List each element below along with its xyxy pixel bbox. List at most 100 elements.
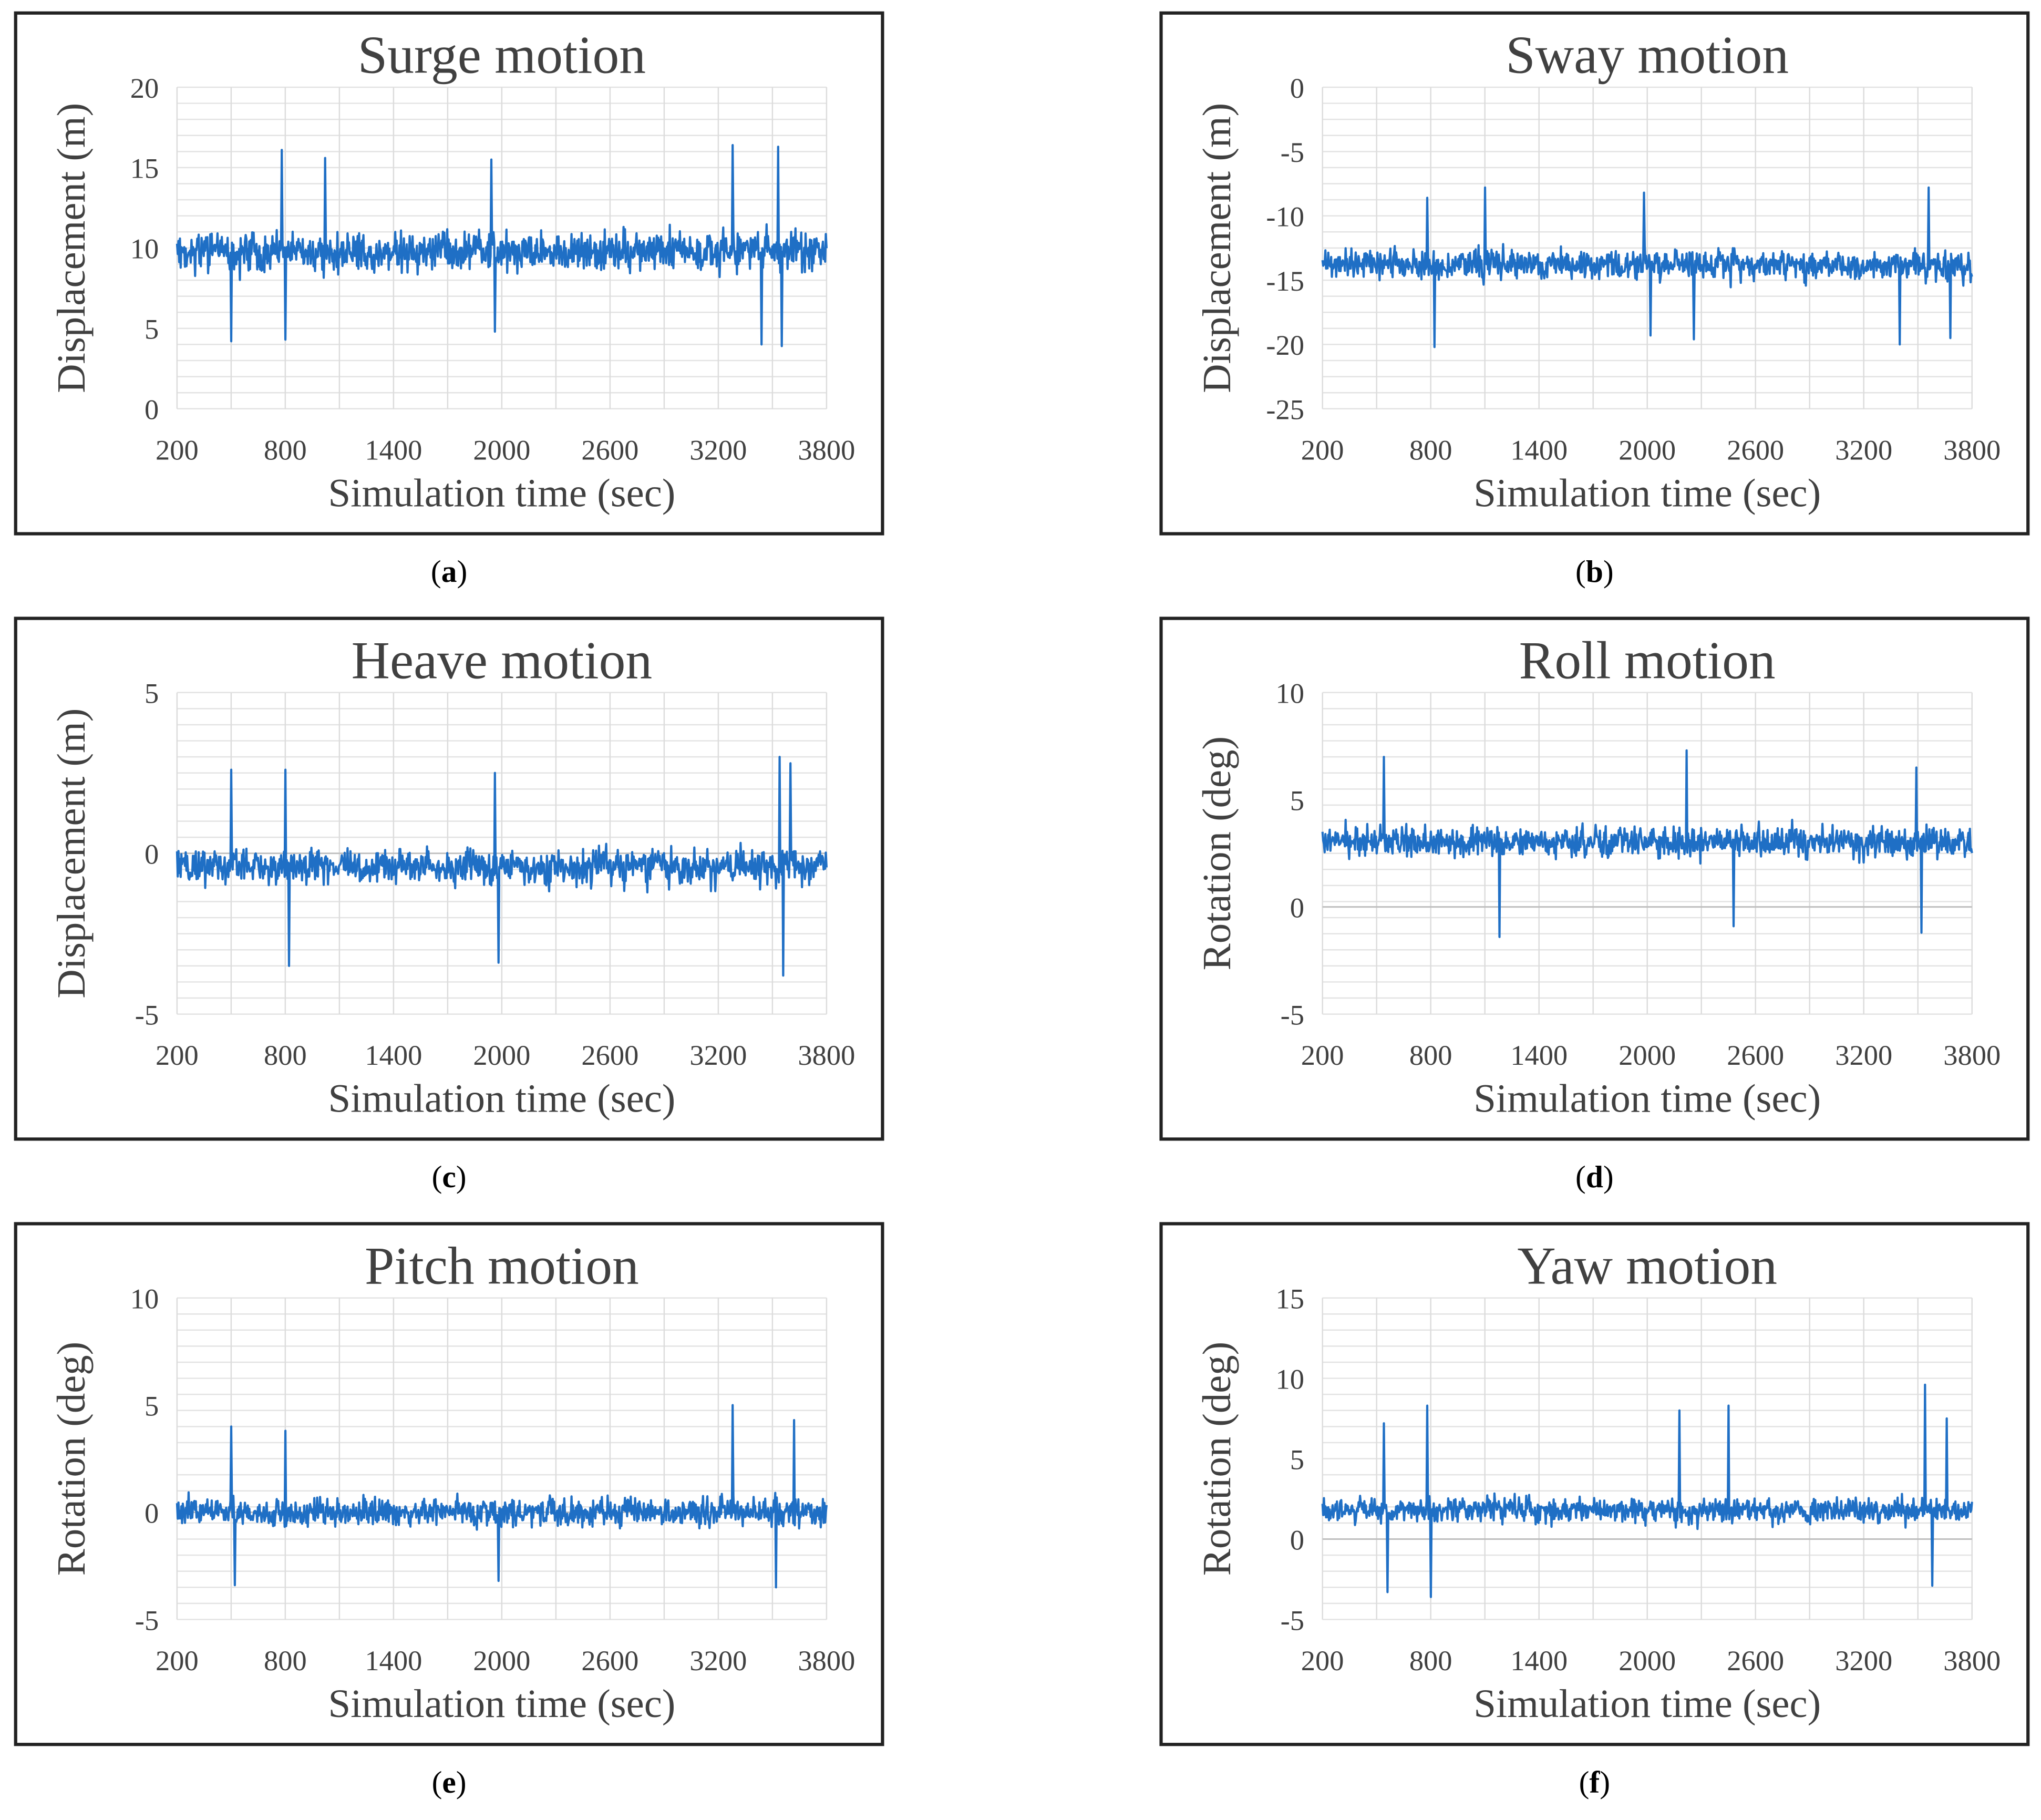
x-tick-label: 2600 (581, 1039, 638, 1071)
chart-panel-a: 200 800 1400 2000 2600 3200 3800 0 5 10 15 20 Surge … (14, 11, 884, 536)
chart-frame (1159, 616, 2030, 1141)
y-axis-label: Rotation (deg) (1194, 736, 1239, 971)
x-tick-label: 200 (1301, 434, 1344, 466)
y-tick-label: 5 (1290, 785, 1304, 817)
x-tick-label: 200 (1301, 1644, 1344, 1677)
x-tick-label: 800 (264, 1644, 307, 1677)
x-tick-label: 2000 (473, 434, 530, 466)
x-tick-label: 3200 (689, 1644, 747, 1677)
x-tick-label: 800 (264, 434, 307, 466)
y-tick-label: 5 (145, 677, 159, 710)
x-tick-label: 2600 (1727, 1039, 1784, 1071)
y-tick-label: 0 (1290, 891, 1304, 923)
panel-caption: (f) (1579, 1765, 1610, 1800)
x-tick-label: 3800 (798, 434, 855, 466)
y-axis-label: Rotation (deg) (49, 1342, 94, 1576)
x-tick-label: 3800 (1943, 434, 2001, 466)
x-tick-label: 1400 (365, 434, 422, 466)
y-tick-label: -5 (135, 1604, 159, 1636)
series-line-surge (176, 143, 828, 347)
y-tick-label: 15 (1276, 1282, 1304, 1314)
chart-title: Yaw motion (1517, 1236, 1777, 1295)
x-tick-label: 3800 (798, 1644, 855, 1677)
series-line-pitch (176, 1404, 828, 1589)
panel-caption: (e) (432, 1765, 467, 1800)
y-tick-label: -5 (135, 999, 159, 1031)
x-tick-label: 1400 (1510, 1644, 1568, 1677)
y-tick-label: 0 (145, 1497, 159, 1529)
chart-panel-f: 200 800 1400 2000 2600 3200 3800 -5 0 5 10 15 Yaw mo… (1159, 1222, 2030, 1746)
y-tick-label: 0 (145, 394, 159, 426)
y-axis-label: Displacement (m) (49, 708, 94, 999)
y-tick-label: -15 (1266, 265, 1304, 297)
x-tick-label: 3800 (1943, 1039, 2001, 1071)
x-tick-label: 3200 (1835, 1039, 1892, 1071)
x-axis-label: Simulation time (sec) (1473, 1076, 1821, 1120)
x-tick-label: 3200 (1835, 434, 1892, 466)
gridlines (176, 1297, 828, 1620)
x-tick-label: 2600 (581, 434, 638, 466)
panel-caption: (d) (1575, 1159, 1614, 1194)
chart-frame (1159, 1222, 2030, 1746)
chart-title: Sway motion (1506, 26, 1789, 85)
chart-panel-e: 200 800 1400 2000 2600 3200 3800 -5 0 5 10 Pitch mo… (14, 1222, 884, 1746)
y-tick-label: 10 (130, 1282, 159, 1314)
gridlines (176, 692, 828, 1015)
y-tick-label: -5 (1281, 1604, 1304, 1636)
series-line-yaw (1321, 1383, 1973, 1598)
y-tick-label: 0 (1290, 1524, 1304, 1556)
panel-caption: (b) (1575, 554, 1614, 589)
y-tick-label: 10 (1276, 1363, 1304, 1395)
y-tick-label: 20 (130, 72, 159, 104)
y-tick-label: 0 (1290, 72, 1304, 104)
x-tick-label: 2600 (1727, 434, 1784, 466)
x-axis-label: Simulation time (sec) (1473, 1681, 1821, 1726)
x-tick-label: 200 (156, 1644, 199, 1677)
x-tick-label: 2000 (1619, 1644, 1676, 1677)
x-tick-label: 2000 (1619, 1039, 1676, 1071)
y-tick-label: -5 (1281, 999, 1304, 1031)
chart-panel-b: 200 800 1400 2000 2600 3200 3800 -25 -20 -15 -10 -5… (1159, 11, 2030, 536)
x-tick-label: 1400 (365, 1039, 422, 1071)
x-tick-label: 1400 (1510, 434, 1568, 466)
x-axis-label: Simulation time (sec) (328, 471, 675, 516)
x-axis-label: Simulation time (sec) (328, 1076, 675, 1120)
x-tick-label: 200 (1301, 1039, 1344, 1071)
panel-caption: (c) (432, 1159, 467, 1194)
series-line-roll (1321, 749, 1973, 938)
x-tick-label: 2000 (473, 1039, 530, 1071)
x-tick-label: 3200 (689, 1039, 747, 1071)
x-tick-label: 2600 (581, 1644, 638, 1677)
chart-panel-c: 200 800 1400 2000 2600 3200 3800 -5 0 5 Heave moti… (14, 616, 884, 1141)
x-tick-label: 3200 (689, 434, 747, 466)
chart-title: Pitch motion (365, 1236, 639, 1295)
x-tick-label: 200 (156, 1039, 199, 1071)
gridlines (1322, 1297, 1973, 1620)
x-tick-label: 3800 (1943, 1644, 2001, 1677)
x-tick-label: 200 (156, 434, 199, 466)
y-axis-label: Displacement (m) (1194, 103, 1239, 393)
x-tick-label: 1400 (365, 1644, 422, 1677)
x-tick-label: 3200 (1835, 1644, 1892, 1677)
y-axis-label: Displacement (m) (49, 103, 94, 393)
panel-caption: (a) (431, 554, 467, 589)
x-tick-label: 800 (1409, 1644, 1452, 1677)
y-tick-label: 5 (145, 313, 159, 345)
series-line-sway (1321, 186, 1973, 348)
chart-frame (14, 616, 884, 1141)
x-tick-label: 1400 (1510, 1039, 1568, 1071)
y-tick-label: 0 (145, 838, 159, 870)
y-axis-label: Rotation (deg) (1194, 1342, 1239, 1576)
chart-frame (14, 1222, 884, 1746)
x-tick-label: 2000 (473, 1644, 530, 1677)
x-tick-label: 2000 (1619, 434, 1676, 466)
chart-title: Surge motion (358, 26, 646, 85)
y-tick-label: -25 (1266, 394, 1304, 426)
chart-panel-d: 200 800 1400 2000 2600 3200 3800 -5 0 5 10 Roll mot… (1159, 616, 2030, 1141)
series-line-heave (176, 756, 828, 977)
y-tick-label: -20 (1266, 329, 1304, 361)
y-tick-label: -5 (1281, 136, 1304, 168)
chart-title: Heave motion (352, 631, 652, 690)
x-tick-label: 800 (1409, 1039, 1452, 1071)
